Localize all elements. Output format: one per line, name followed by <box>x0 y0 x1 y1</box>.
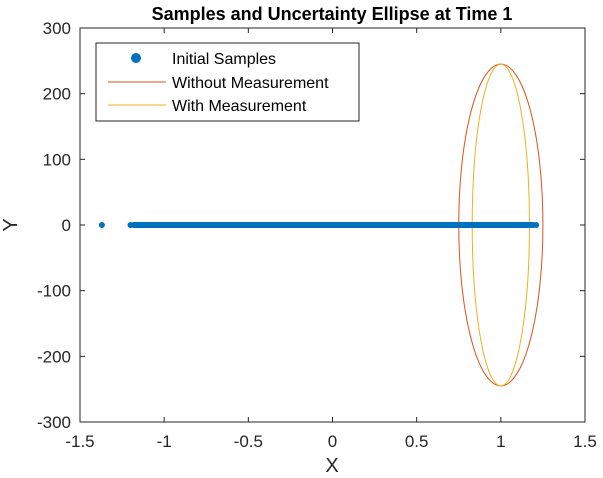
x-tick-label: -1.5 <box>65 432 94 451</box>
axis-ticks <box>79 27 586 423</box>
x-tick-label: 0 <box>328 432 337 451</box>
sample-point <box>98 222 105 228</box>
y-tick-label: -100 <box>37 282 71 301</box>
y-tick-label: 100 <box>43 150 71 169</box>
x-tick-label: 1.5 <box>573 432 597 451</box>
x-tick-label: -1 <box>157 432 172 451</box>
x-tick-label: 1 <box>496 432 505 451</box>
sample-point-band <box>130 222 537 228</box>
x-axis-title: X <box>325 455 338 477</box>
x-tick-label: -0.5 <box>234 432 263 451</box>
legend-label-initial-samples: Initial Samples <box>172 51 276 68</box>
y-tick-label: -300 <box>37 413 71 432</box>
chart-title: Samples and Uncertainty Ellipse at Time … <box>152 4 513 24</box>
legend-label-without-measurement: Without Measurement <box>172 75 329 92</box>
sample-points-layer <box>98 222 540 228</box>
axis-tick-labels: -1.5 -1 -0.5 0 0.5 1 1.5 -300 -200 -100 0 100 200 300 <box>37 19 597 451</box>
y-tick-label: 0 <box>62 216 71 235</box>
legend-marker-initial-samples <box>131 53 141 63</box>
legend: Initial Samples Without Measurement With… <box>95 42 360 122</box>
y-tick-label: -200 <box>37 347 71 366</box>
y-axis-title: Y <box>0 218 22 231</box>
legend-label-with-measurement: With Measurement <box>172 98 307 115</box>
y-tick-label: 300 <box>43 19 71 38</box>
x-tick-label: 0.5 <box>405 432 429 451</box>
y-tick-label: 200 <box>43 85 71 104</box>
